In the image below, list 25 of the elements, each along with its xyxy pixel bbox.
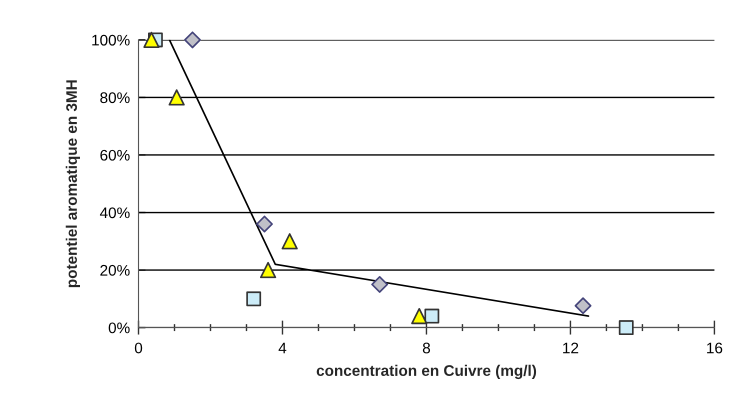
y-axis-title: potentiel aromatique en 3MH	[66, 80, 80, 288]
point	[574, 297, 592, 314]
point	[424, 308, 440, 324]
point	[168, 89, 185, 106]
point	[618, 320, 634, 336]
x-tick-label: 8	[422, 342, 430, 354]
y-tick-label: 40%	[100, 207, 130, 218]
point	[282, 233, 298, 250]
y-tick-label: 0%	[108, 322, 130, 334]
point	[143, 32, 160, 48]
point	[246, 291, 262, 306]
y-tick-label: 80%	[100, 92, 130, 104]
point	[260, 262, 276, 278]
point	[184, 31, 201, 48]
x-tick-label: 4	[278, 342, 286, 354]
point	[256, 216, 273, 232]
point	[411, 308, 428, 324]
y-tick-label: 100%	[92, 34, 130, 46]
point	[371, 276, 388, 293]
x-tick-label: 0	[134, 342, 142, 354]
x-axis-title: concentration en Cuivre (mg/l)	[316, 364, 536, 380]
x-tick-label: 16	[707, 342, 722, 354]
y-tick-label: 20%	[100, 264, 130, 276]
x-tick-label: 12	[563, 342, 578, 354]
y-tick-label: 60%	[100, 150, 130, 161]
